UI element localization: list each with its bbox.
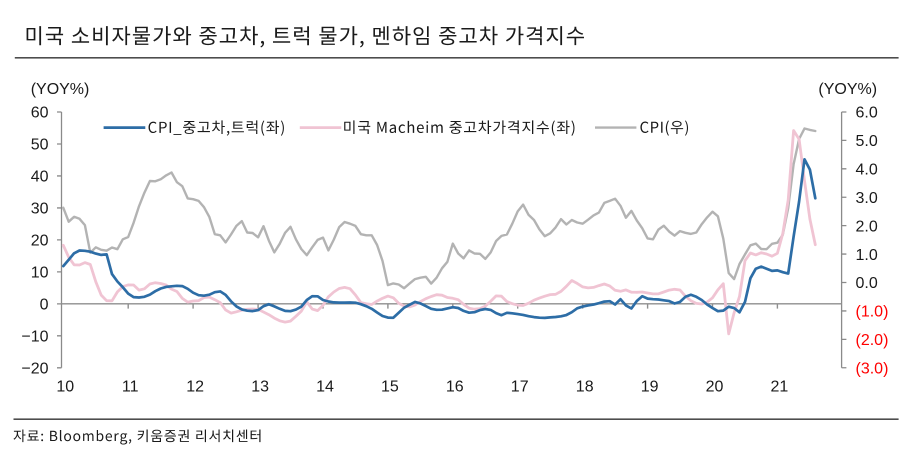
svg-text:10: 10 xyxy=(56,379,74,396)
svg-text:1.0: 1.0 xyxy=(856,247,878,264)
svg-text:30: 30 xyxy=(31,201,49,218)
svg-text:−10: −10 xyxy=(21,329,48,346)
svg-text:(2.0): (2.0) xyxy=(856,332,889,349)
svg-text:15: 15 xyxy=(381,379,399,396)
svg-text:0.0: 0.0 xyxy=(856,275,878,292)
svg-text:21: 21 xyxy=(771,379,789,396)
svg-text:(YOY%): (YOY%) xyxy=(31,81,90,98)
svg-text:2.0: 2.0 xyxy=(856,218,878,235)
svg-text:(1.0): (1.0) xyxy=(856,304,889,321)
svg-text:19: 19 xyxy=(641,379,659,396)
svg-text:5.0: 5.0 xyxy=(856,133,878,150)
svg-text:10: 10 xyxy=(31,265,49,282)
svg-text:20: 20 xyxy=(706,379,724,396)
svg-text:3.0: 3.0 xyxy=(856,190,878,207)
svg-text:18: 18 xyxy=(576,379,594,396)
svg-text:12: 12 xyxy=(186,379,204,396)
svg-text:16: 16 xyxy=(446,379,464,396)
svg-text:14: 14 xyxy=(316,379,334,396)
svg-text:17: 17 xyxy=(511,379,529,396)
svg-text:60: 60 xyxy=(31,105,49,122)
svg-text:(YOY%): (YOY%) xyxy=(818,81,877,98)
svg-text:40: 40 xyxy=(31,169,49,186)
svg-text:50: 50 xyxy=(31,137,49,154)
svg-text:−20: −20 xyxy=(21,361,48,378)
svg-text:6.0: 6.0 xyxy=(856,105,878,122)
svg-text:11: 11 xyxy=(122,379,139,396)
svg-text:13: 13 xyxy=(251,379,269,396)
svg-text:(3.0): (3.0) xyxy=(856,361,889,378)
svg-text:0: 0 xyxy=(40,297,49,314)
svg-text:20: 20 xyxy=(31,233,49,250)
svg-text:4.0: 4.0 xyxy=(856,162,878,179)
